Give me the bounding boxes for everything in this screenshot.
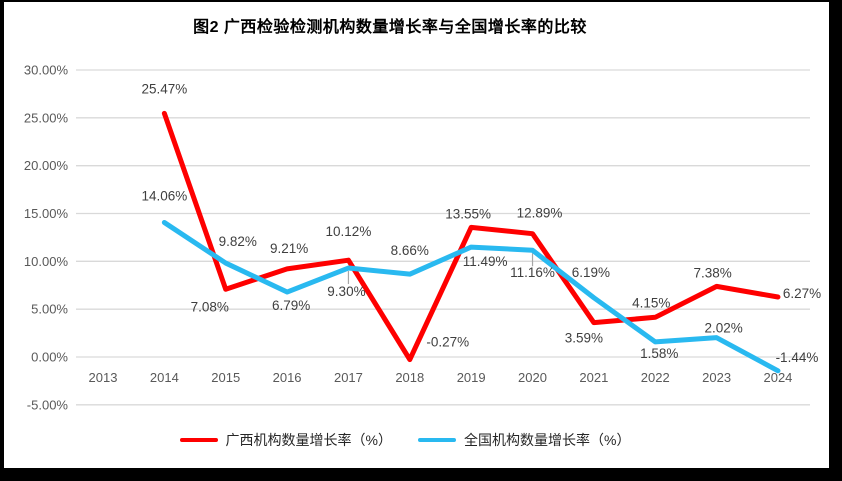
data-label-national-2020: 11.16% xyxy=(510,265,555,280)
y-axis-tick-label: 15.00% xyxy=(24,206,69,221)
x-axis-tick-label: 2016 xyxy=(273,370,302,385)
y-axis-tick-label: -5.00% xyxy=(27,397,69,412)
legend-item-national: 全国机构数量增长率（%） xyxy=(418,430,630,450)
frame-border-top xyxy=(0,0,842,2)
data-label-national-2023: 2.02% xyxy=(704,321,742,336)
legend-label-national: 全国机构数量增长率（%） xyxy=(464,432,631,448)
data-label-guangxi-2015: 7.08% xyxy=(191,299,229,314)
data-label-guangxi-2019: 13.55% xyxy=(445,206,491,221)
frame-border-left xyxy=(0,0,4,481)
x-axis-tick-label: 2014 xyxy=(150,370,179,385)
y-axis-tick-label: 10.00% xyxy=(24,254,69,269)
x-axis-tick-label: 2020 xyxy=(518,370,547,385)
data-label-national-2014: 14.06% xyxy=(141,188,187,203)
data-label-national-2022: 1.58% xyxy=(640,346,678,361)
frame-border-right xyxy=(829,0,842,481)
data-label-guangxi-2014: 25.47% xyxy=(141,81,187,96)
x-axis-tick-label: 2024 xyxy=(763,370,792,385)
legend-swatch-guangxi-icon xyxy=(179,437,218,443)
y-axis-tick-label: 0.00% xyxy=(31,350,68,365)
x-axis-tick-label: 2015 xyxy=(211,370,240,385)
x-axis-tick-label: 2019 xyxy=(457,370,486,385)
x-axis-tick-label: 2021 xyxy=(579,370,608,385)
frame-border-bottom xyxy=(0,468,842,481)
data-label-guangxi-2022: 4.15% xyxy=(632,295,670,310)
chart-title: 图2 广西检验检测机构数量增长率与全国增长率的比较 xyxy=(193,19,587,36)
data-label-national-2021: 6.19% xyxy=(572,265,610,280)
legend: 广西机构数量增长率（%） 全国机构数量增长率（%） xyxy=(10,430,800,450)
data-label-guangxi-2020: 12.89% xyxy=(517,206,563,221)
data-label-guangxi-2021: 3.59% xyxy=(565,331,603,346)
data-label-national-2024: -1.44% xyxy=(776,350,819,365)
data-label-national-2016: 6.79% xyxy=(272,298,310,313)
series-line-national xyxy=(161,219,781,374)
legend-label-guangxi: 广西机构数量增长率（%） xyxy=(225,432,392,448)
data-label-guangxi-2023: 7.38% xyxy=(693,265,731,280)
y-axis-tick-label: 5.00% xyxy=(31,302,68,317)
data-label-guangxi-2017: 10.12% xyxy=(326,224,372,239)
x-axis-tick-label: 2018 xyxy=(395,370,424,385)
x-axis-tick-label: 2017 xyxy=(334,370,363,385)
data-label-national-2019: 11.49% xyxy=(463,254,508,269)
y-axis-tick-label: 25.00% xyxy=(24,110,69,125)
data-label-guangxi-2018: -0.27% xyxy=(426,335,469,350)
data-label-guangxi-2024: 6.27% xyxy=(783,286,821,301)
data-label-national-2017: 9.30% xyxy=(327,284,365,299)
data-label-national-2015: 9.82% xyxy=(219,234,257,249)
data-label-guangxi-2016: 9.21% xyxy=(270,241,308,256)
legend-item-guangxi: 广西机构数量增长率（%） xyxy=(179,430,392,450)
y-axis-tick-label: 30.00% xyxy=(24,62,69,77)
x-axis-tick-label: 2013 xyxy=(89,370,118,385)
x-axis-tick-label: 2022 xyxy=(641,370,670,385)
y-axis-tick-label: 20.00% xyxy=(24,158,69,173)
series-line-guangxi xyxy=(161,110,781,363)
x-axis-tick-label: 2023 xyxy=(702,370,731,385)
data-label-national-2018: 8.66% xyxy=(391,243,429,258)
legend-swatch-national-icon xyxy=(418,437,456,443)
